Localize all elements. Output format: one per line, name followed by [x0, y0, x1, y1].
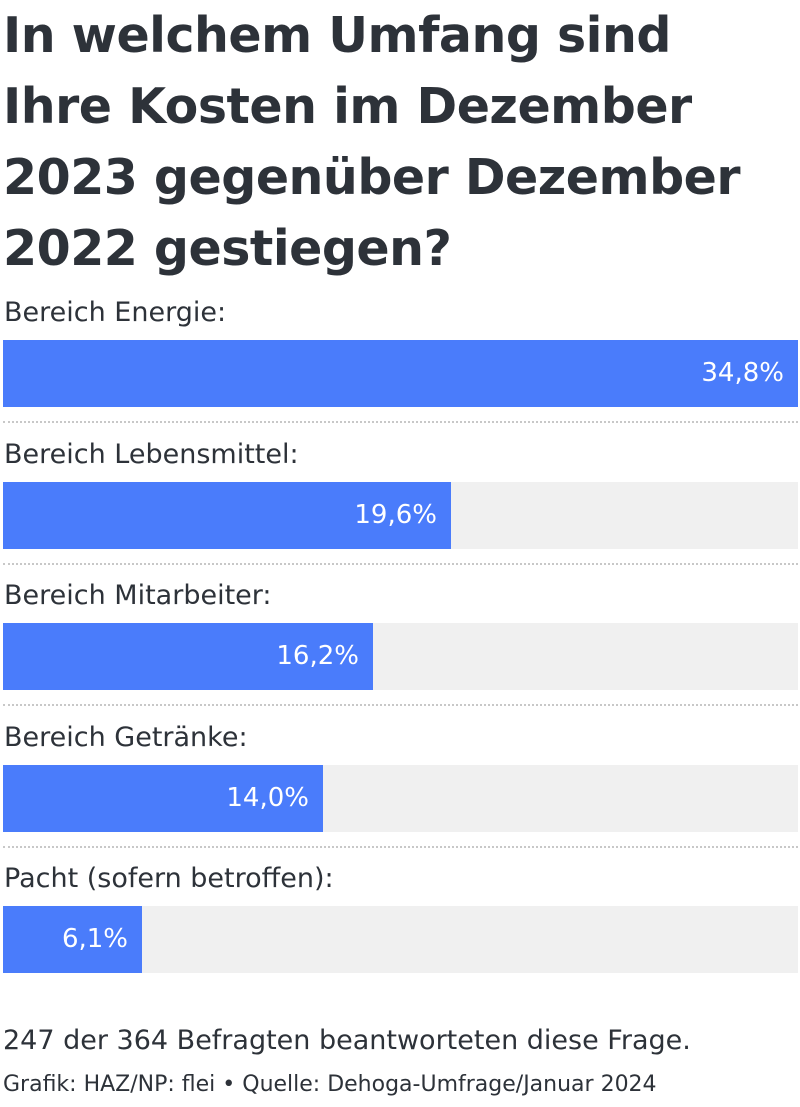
row-divider [3, 845, 798, 848]
bar-track: 19,6% [3, 481, 798, 549]
bar [3, 340, 798, 407]
category-label: Bereich Energie: [4, 297, 227, 328]
bar-value-label: 34,8% [701, 358, 784, 388]
bar [3, 906, 142, 973]
category-label: Pacht (sofern betroffen): [4, 863, 334, 894]
bar-track: 16,2% [3, 623, 798, 690]
respondent-note: 247 der 364 Befragten beantworteten dies… [3, 1025, 691, 1056]
category-label: Bereich Lebensmittel: [4, 438, 299, 470]
bar-value-label: 14,0% [226, 782, 309, 813]
category-label: Bereich Mitarbeiter: [4, 580, 272, 611]
bar-track: 6,1% [3, 906, 798, 973]
bar-track: 34,8% [3, 340, 798, 407]
bar-track: 14,0% [3, 764, 798, 832]
bar-chart: Bereich Energie: 34,8% Bereich Lebensmitte… [3, 297, 798, 973]
bar-value-label: 16,2% [276, 641, 359, 671]
bar [3, 764, 323, 832]
bar-value-label: 6,1% [61, 924, 128, 954]
chart-title: In welchem Umfang sind Ihre Kosten im De… [3, 7, 741, 277]
bar-value-label: 19,6% [354, 499, 437, 530]
bar [3, 481, 451, 549]
row-divider [3, 704, 798, 706]
bar [3, 623, 373, 690]
row-divider [3, 562, 798, 565]
row-divider [3, 421, 798, 423]
category-label: Bereich Getränke: [4, 721, 248, 753]
source-credit: Grafik: HAZ/NP: flei • Quelle: Dehoga-Um… [3, 1072, 657, 1097]
